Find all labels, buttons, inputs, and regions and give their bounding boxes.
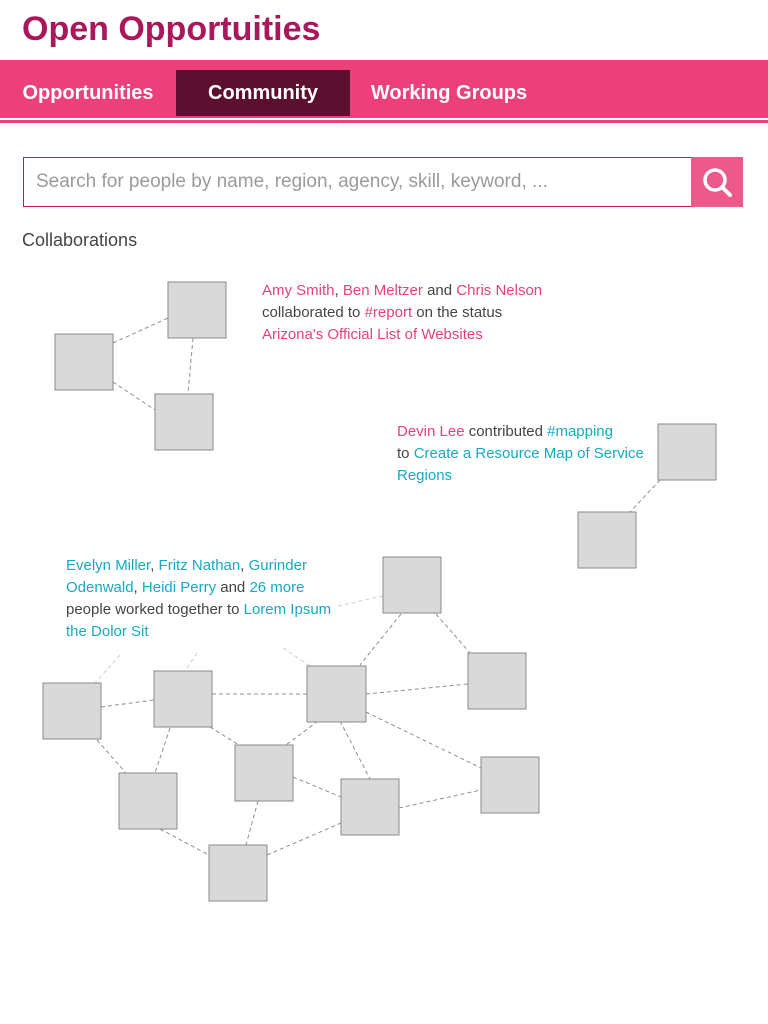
person-link[interactable]: Amy Smith [262, 282, 335, 299]
graph-edge [154, 727, 171, 774]
graph-node[interactable] [340, 778, 400, 836]
graph-edge [112, 317, 169, 344]
graph-edge [266, 822, 342, 856]
project-link[interactable]: Create a Resource Map of Service Regions [397, 445, 644, 484]
separator: , [240, 557, 249, 574]
graph-edge [187, 337, 194, 395]
search-input[interactable] [23, 157, 691, 207]
separator: , [150, 557, 159, 574]
graph-node[interactable] [657, 423, 717, 481]
graph-edge [365, 683, 469, 695]
graph-edge [112, 381, 156, 411]
nav-tab-community[interactable]: Community [176, 70, 350, 116]
graph-edge [96, 739, 127, 774]
graph-edge [365, 711, 482, 769]
graph-node[interactable] [467, 652, 527, 710]
caption-text: collaborated to [262, 304, 361, 321]
graph-node[interactable] [118, 772, 178, 830]
person-link[interactable]: Fritz Nathan [158, 557, 241, 574]
collaboration-caption-2: Devin Lee contributed #mapping to Create… [397, 421, 657, 487]
graph-node[interactable] [234, 744, 294, 802]
graph-edge [285, 720, 319, 746]
graph-edge [245, 800, 259, 846]
graph-node[interactable] [153, 670, 213, 728]
graph-edge [339, 720, 371, 780]
graph-edge [359, 613, 402, 666]
project-link[interactable]: Arizona's Official List of Websites [262, 326, 483, 343]
graph-edge [435, 613, 471, 654]
person-link[interactable]: Ben Meltzer [342, 282, 423, 299]
nav-bar: Opportunities Community Working Groups [0, 60, 768, 118]
person-link[interactable]: Devin Lee [397, 423, 465, 440]
separator: , [133, 579, 142, 596]
collaboration-caption-1: Amy Smith, Ben Meltzer and Chris Nelson … [262, 280, 602, 346]
separator: and [216, 579, 250, 596]
caption-text: contributed [468, 423, 543, 440]
graph-node[interactable] [167, 281, 227, 339]
graph-edge [398, 789, 482, 809]
tag-link[interactable]: #mapping [547, 423, 613, 440]
graph-node[interactable] [154, 393, 214, 451]
separator: , [334, 282, 343, 299]
graph-edge [629, 479, 661, 513]
graph-leader [337, 595, 384, 607]
graph-node[interactable] [42, 682, 102, 740]
graph-node[interactable] [54, 333, 114, 391]
graph-leader [184, 652, 198, 672]
search-icon [703, 168, 732, 197]
collaboration-caption-3: Evelyn Miller, Fritz Nathan, Gurinder Od… [66, 555, 346, 643]
graph-edge [209, 726, 240, 746]
nav-tab-opportunities[interactable]: Opportunities [22, 82, 154, 104]
caption-text: on the status [416, 304, 503, 321]
graph-node[interactable] [306, 665, 367, 723]
graph-edge [159, 828, 210, 856]
graph-node[interactable] [382, 556, 442, 614]
person-link[interactable]: Evelyn Miller [66, 557, 151, 574]
graph-leader [282, 647, 311, 667]
more-people-link[interactable]: 26 more [249, 579, 305, 596]
caption-text: to [397, 445, 410, 462]
search-button[interactable] [691, 157, 743, 207]
person-link[interactable]: Chris Nelson [456, 282, 543, 299]
graph-edge [292, 776, 342, 798]
app-title: Open Opportuities [22, 10, 321, 48]
person-link[interactable]: Gurinder Odenwald [66, 557, 307, 596]
nav-underline [0, 120, 768, 123]
graph-edge [100, 699, 155, 708]
graph-node[interactable] [208, 844, 268, 902]
project-link[interactable]: Lorem Ipsum the Dolor Sit [66, 601, 332, 640]
graph-node[interactable] [480, 756, 540, 814]
person-link[interactable]: Heidi Perry [141, 579, 217, 596]
separator: and [422, 282, 457, 299]
tag-link[interactable]: #report [364, 304, 413, 321]
section-heading-collaborations: Collaborations [22, 230, 138, 250]
nav-tab-working-groups[interactable]: Working Groups [370, 82, 528, 104]
graph-leader [94, 654, 121, 684]
caption-text: people worked together to [66, 601, 240, 618]
graph-node[interactable] [577, 511, 637, 569]
